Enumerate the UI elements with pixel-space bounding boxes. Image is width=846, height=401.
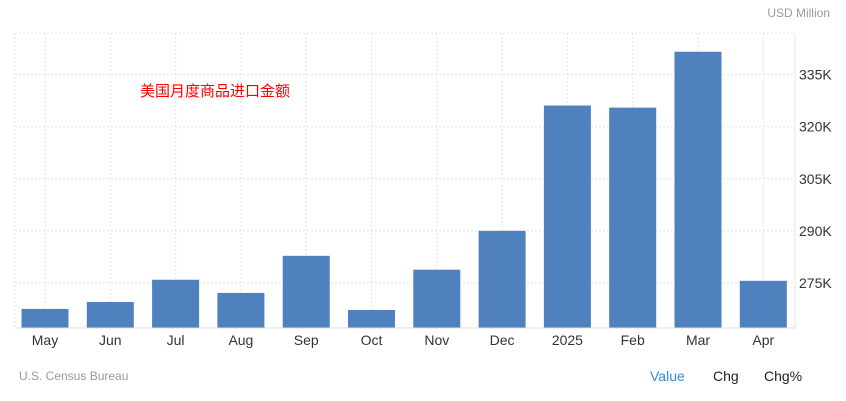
y-tick-label: 335K xyxy=(799,67,832,83)
x-tick-label: Nov xyxy=(424,332,449,348)
x-tick-label: Jun xyxy=(99,332,122,348)
unit-label: USD Million xyxy=(767,6,830,20)
bar-Aug xyxy=(217,292,265,328)
x-tick-label: 2025 xyxy=(552,332,583,348)
x-tick-label: Jul xyxy=(167,332,185,348)
y-tick-label: 275K xyxy=(799,275,832,291)
bar-Apr xyxy=(739,280,787,328)
y-tick-label: 290K xyxy=(799,223,832,239)
bar-Feb xyxy=(609,107,657,328)
x-tick-label: Dec xyxy=(490,332,515,348)
bar-Nov xyxy=(413,269,461,328)
bar-2025 xyxy=(543,105,591,328)
bar-Jun xyxy=(86,301,134,328)
source-label: U.S. Census Bureau xyxy=(19,369,129,383)
x-tick-label: Mar xyxy=(686,332,710,348)
x-tick-label: May xyxy=(32,332,58,348)
y-tick-label: 305K xyxy=(799,171,832,187)
tab-chg-percent[interactable]: Chg% xyxy=(764,368,803,384)
tab-value[interactable]: Value xyxy=(650,368,685,384)
y-tick-label: 320K xyxy=(799,119,832,135)
x-tick-label: Sep xyxy=(294,332,319,348)
x-tick-label: Aug xyxy=(228,332,253,348)
tab-chg[interactable]: Chg xyxy=(713,368,739,384)
bar-Mar xyxy=(674,51,722,328)
bar-chart: 275K 290K 305K 320K 335K May Jun Jul Aug Sep Oct No… xyxy=(14,32,832,348)
bar-Dec xyxy=(478,230,526,328)
x-tick-label: Feb xyxy=(621,332,645,348)
bar-May xyxy=(21,308,69,328)
x-tick-label: Oct xyxy=(361,332,383,348)
bar-Oct xyxy=(348,309,395,328)
bar-Sep xyxy=(282,255,330,328)
bar-Jul xyxy=(152,279,200,328)
x-tick-label: Apr xyxy=(752,332,774,348)
chart-annotation: 美国月度商品进口金额 xyxy=(140,82,290,100)
